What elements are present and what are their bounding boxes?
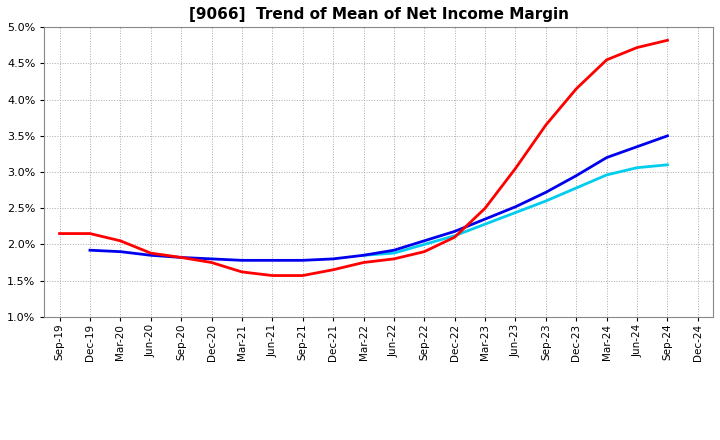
5 Years	[603, 155, 611, 160]
Title: [9066]  Trend of Mean of Net Income Margin: [9066] Trend of Mean of Net Income Margi…	[189, 7, 569, 22]
7 Years	[663, 162, 672, 168]
3 Years	[541, 122, 550, 128]
7 Years	[481, 221, 490, 227]
5 Years	[420, 238, 428, 243]
Legend: 3 Years, 5 Years, 7 Years, 10 Years: 3 Years, 5 Years, 7 Years, 10 Years	[176, 438, 581, 440]
7 Years	[451, 233, 459, 238]
5 Years	[541, 190, 550, 195]
5 Years	[572, 173, 580, 178]
7 Years	[511, 210, 520, 215]
3 Years	[238, 269, 246, 275]
3 Years	[86, 231, 94, 236]
3 Years	[451, 235, 459, 240]
3 Years	[359, 260, 368, 265]
3 Years	[329, 267, 338, 272]
3 Years	[177, 255, 186, 260]
3 Years	[572, 86, 580, 92]
3 Years	[420, 249, 428, 254]
5 Years	[116, 249, 125, 254]
7 Years	[572, 185, 580, 191]
5 Years	[207, 256, 216, 261]
3 Years	[511, 166, 520, 171]
Line: 7 Years: 7 Years	[364, 165, 667, 255]
5 Years	[329, 256, 338, 261]
5 Years	[177, 255, 186, 260]
5 Years	[511, 204, 520, 209]
Line: 3 Years: 3 Years	[60, 40, 667, 275]
7 Years	[390, 250, 398, 256]
7 Years	[541, 198, 550, 204]
5 Years	[663, 133, 672, 139]
7 Years	[420, 242, 428, 247]
7 Years	[359, 253, 368, 258]
5 Years	[298, 258, 307, 263]
5 Years	[359, 253, 368, 258]
5 Years	[146, 253, 155, 258]
3 Years	[390, 256, 398, 261]
5 Years	[451, 229, 459, 234]
3 Years	[481, 205, 490, 211]
3 Years	[298, 273, 307, 278]
7 Years	[603, 172, 611, 178]
3 Years	[663, 38, 672, 43]
7 Years	[633, 165, 642, 170]
3 Years	[603, 57, 611, 62]
3 Years	[146, 250, 155, 256]
5 Years	[633, 144, 642, 149]
3 Years	[633, 45, 642, 50]
5 Years	[390, 248, 398, 253]
3 Years	[207, 260, 216, 265]
5 Years	[268, 258, 276, 263]
3 Years	[268, 273, 276, 278]
Line: 5 Years: 5 Years	[90, 136, 667, 260]
3 Years	[55, 231, 64, 236]
5 Years	[86, 248, 94, 253]
5 Years	[481, 216, 490, 222]
5 Years	[238, 258, 246, 263]
3 Years	[116, 238, 125, 243]
